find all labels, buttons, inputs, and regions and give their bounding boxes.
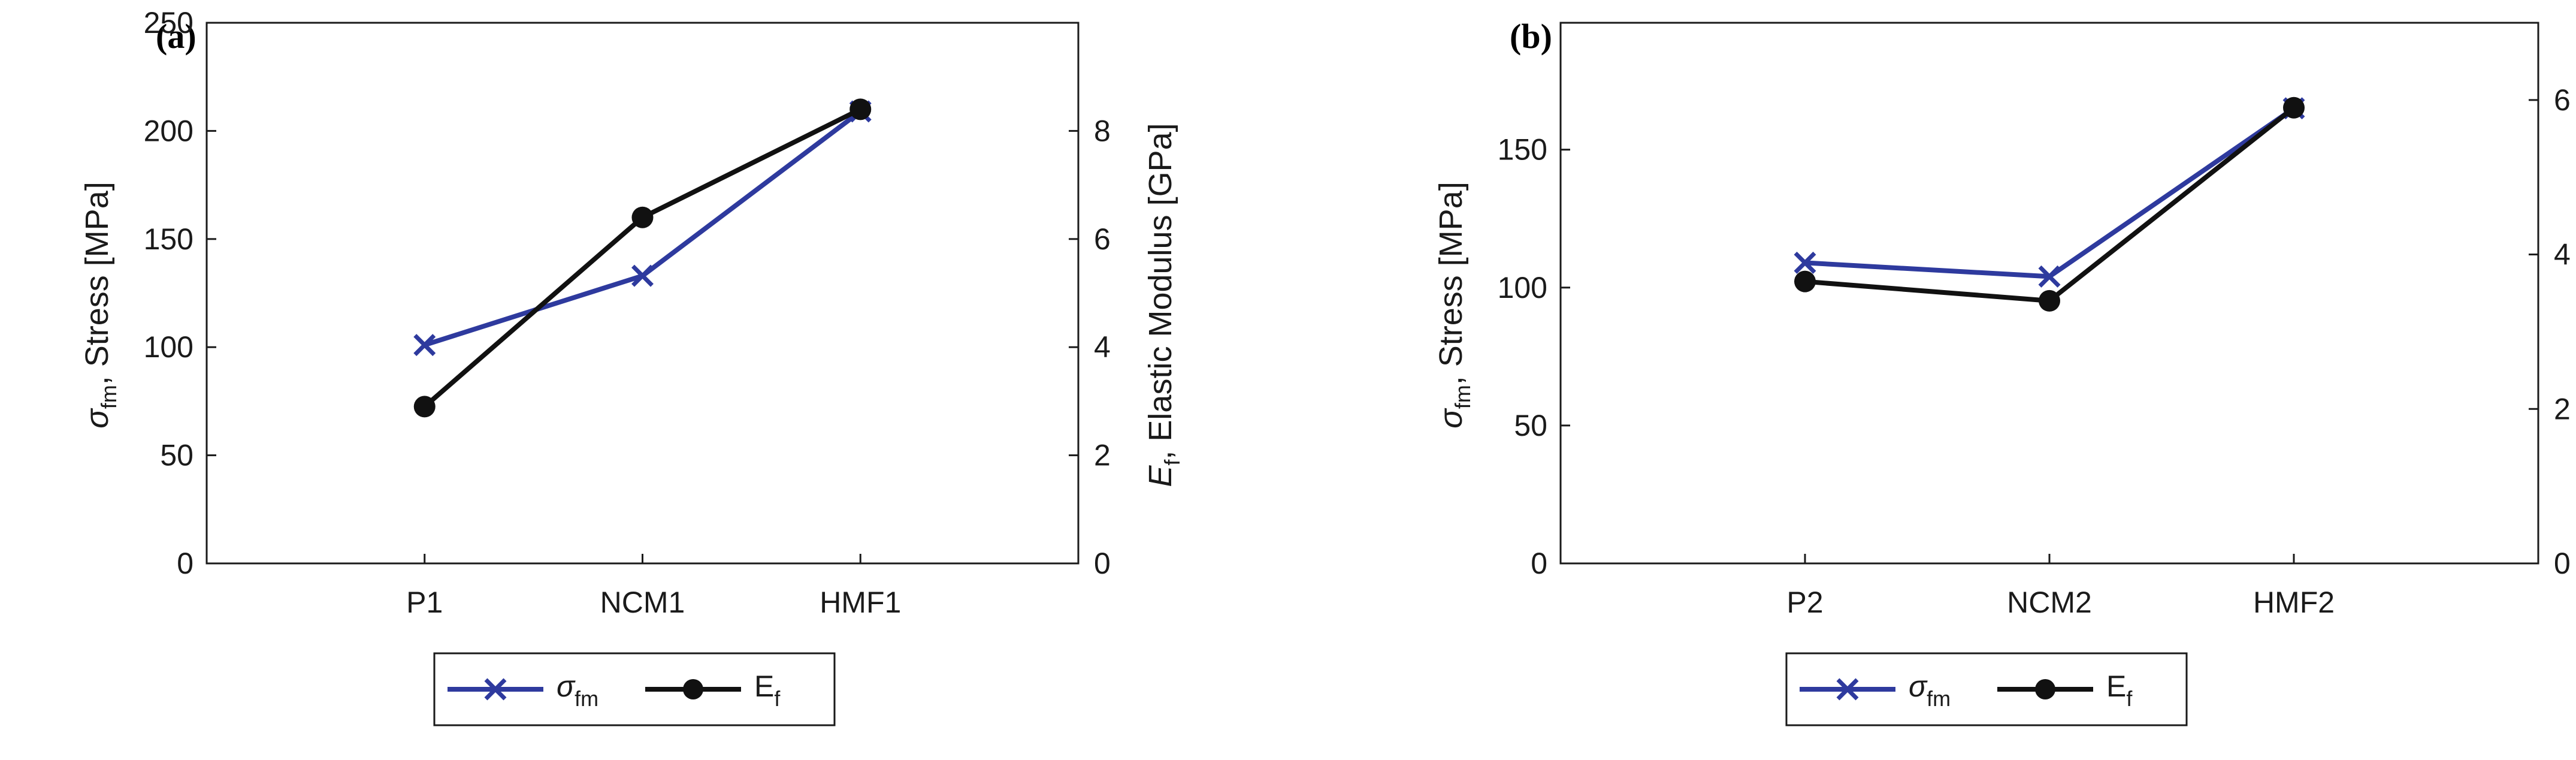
y-right-tick-label: 4 <box>1094 330 1111 364</box>
y-right-axis-label-text: , Elastic Modulus [GPa] <box>1142 123 1178 459</box>
series-sigma-fm <box>1794 97 2305 288</box>
legend-label: Ef <box>2106 669 2133 711</box>
legend-circle-marker <box>683 679 703 699</box>
legend-x-marker-stroke-b <box>484 678 507 701</box>
panel-label: (a) <box>156 17 196 56</box>
x-marker-point-stroke-b <box>413 334 436 357</box>
circle-marker-point <box>2039 289 2060 312</box>
circle-marker-point <box>1794 270 1816 292</box>
x-marker-point <box>1794 251 1816 274</box>
y-left-tick-label: 150 <box>144 222 193 256</box>
series-line-segment <box>422 215 645 409</box>
legend-circle-marker <box>2035 679 2055 699</box>
y-left-axis-label-subscript: fm <box>1450 385 1475 409</box>
circle-marker-point <box>631 206 654 228</box>
legend-item: σfm <box>448 669 598 711</box>
legend-label: Ef <box>754 669 781 711</box>
legend-item: Ef <box>1997 669 2133 711</box>
y-right-tick-label: 6 <box>2554 83 2571 117</box>
legend-label-subscript: f <box>2126 686 2133 711</box>
series-line-segment <box>640 108 863 279</box>
y-left-axis-label-symbol: σ <box>79 408 115 429</box>
y-left-axis-label-text: , Stress [MPa] <box>79 182 115 385</box>
series-e-f <box>1794 96 2305 312</box>
y-left-axis-label-symbol: σ <box>1433 408 1469 429</box>
circle-marker-point <box>2283 96 2305 119</box>
legend-label-subscript: fm <box>1927 686 1951 711</box>
y-left-axis-label-subscript: fm <box>96 385 121 409</box>
series-line-segment <box>2047 105 2296 303</box>
legend-label: σfm <box>557 669 598 711</box>
y-right-axis-label-subscript: f <box>1160 459 1184 466</box>
legend: σfm Ef <box>1785 652 2188 726</box>
x-tick-label: NCM2 <box>2007 586 2092 619</box>
y-right-tick-label: 2 <box>2554 392 2571 426</box>
legend-label-subscript: fm <box>575 686 598 711</box>
x-marker-point <box>631 264 654 287</box>
plot-frame <box>205 22 1080 565</box>
x-tick-label: NCM1 <box>600 586 685 619</box>
circle-marker-point <box>413 396 436 418</box>
series-line-segment <box>1803 279 2052 303</box>
y-left-tick-label: 0 <box>177 547 193 580</box>
legend-label-symbol: E <box>2106 669 2126 703</box>
x-tick-label: P1 <box>406 586 443 619</box>
x-marker-point-stroke-b <box>631 264 654 287</box>
y-right-tick-label: 0 <box>2554 547 2571 580</box>
circle-marker-point <box>849 98 872 120</box>
panel-label: (b) <box>1510 17 1552 56</box>
series-e-f <box>413 98 872 418</box>
legend-label-symbol: σ <box>1909 669 1928 703</box>
y-left-axis-label: σfm, Stress [MPa] <box>79 182 121 429</box>
legend-x-marker <box>484 678 507 701</box>
y-right-tick-label: 6 <box>1094 222 1111 256</box>
x-tick-label: P2 <box>1786 586 1823 619</box>
legend-label-symbol: σ <box>557 669 576 703</box>
legend-x-marker-stroke-b <box>1836 678 1859 701</box>
x-marker-point <box>2038 265 2061 288</box>
y-left-tick-label: 150 <box>1498 133 1547 167</box>
legend-label-subscript: f <box>774 686 781 711</box>
series-line-segment <box>2047 105 2296 279</box>
y-right-tick-label: 2 <box>1094 439 1111 472</box>
y-left-tick-label: 50 <box>1514 409 1547 442</box>
y-left-tick-label: 100 <box>1498 271 1547 304</box>
y-left-axis-label-text: , Stress [MPa] <box>1433 182 1469 385</box>
series-line-segment <box>1803 260 2052 279</box>
legend-item: Ef <box>645 669 781 711</box>
legend-label-symbol: E <box>754 669 774 703</box>
y-left-tick-label: 250 <box>144 6 193 40</box>
x-tick-label: HMF1 <box>820 586 901 619</box>
y-left-tick-label: 0 <box>1531 547 1547 580</box>
legend-x-marker <box>1836 678 1859 701</box>
legend-label: σfm <box>1909 669 1951 711</box>
y-left-axis-label: σfm, Stress [MPa] <box>1433 182 1475 429</box>
legend-item: σfm <box>1800 669 1951 711</box>
x-marker-point-stroke-b <box>2038 265 2061 288</box>
series-line-segment <box>640 107 863 220</box>
y-left-tick-label: 50 <box>160 439 193 472</box>
y-left-tick-label: 200 <box>144 114 193 147</box>
y-left-tick-label: 100 <box>144 330 193 364</box>
y-right-tick-label: 8 <box>1094 114 1111 147</box>
x-marker-point <box>413 334 436 357</box>
x-marker-point-stroke-b <box>1794 251 1816 274</box>
y-right-axis-label-symbol: E <box>1142 465 1178 487</box>
y-right-axis-label: Ef, Elastic Modulus [GPa] <box>1142 123 1184 487</box>
y-right-tick-label: 0 <box>1094 547 1111 580</box>
x-tick-label: HMF2 <box>2253 586 2335 619</box>
y-right-tick-label: 4 <box>2554 238 2571 272</box>
legend: σfm Ef <box>433 652 836 726</box>
